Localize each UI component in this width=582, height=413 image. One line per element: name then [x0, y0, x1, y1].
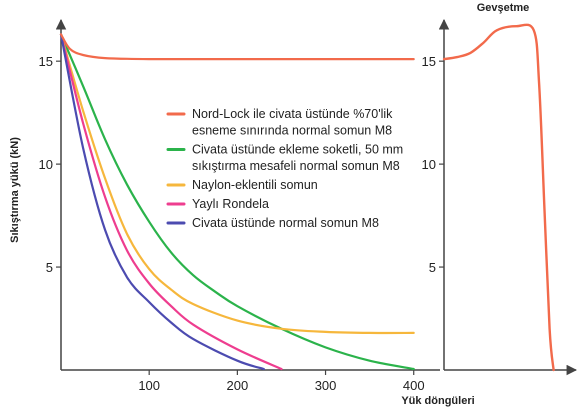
legend-label: Civata üstünde normal somun M8 [192, 216, 379, 230]
y-tick-label: 5 [46, 260, 53, 275]
legend-label: Naylon-eklentili somun [192, 178, 318, 192]
x-tick-label: 100 [138, 378, 160, 393]
x-tick-label: 300 [315, 378, 337, 393]
series-line-4 [59, 33, 283, 371]
series-line-5 [59, 33, 265, 371]
legend: Nord-Lock ile civata üstünde %70'lik esne… [166, 107, 403, 230]
y-tick-label: 10 [39, 157, 53, 172]
series-line-1 [59, 33, 415, 61]
loosening-chart-title: Gevşetme [477, 2, 530, 14]
main-axes [55, 18, 440, 371]
series-line-3 [59, 33, 415, 335]
x-axis-title: Yük döngüleri [401, 395, 474, 407]
main-series [59, 33, 415, 371]
loosening-axes [438, 18, 578, 376]
y-axis-title: Sıkıştırma yükü (kN) [9, 137, 21, 243]
loosening-series-line [442, 23, 555, 372]
x-tick-label: 400 [403, 378, 425, 393]
x-tick-label: 200 [227, 378, 249, 393]
legend-label: sıkıştırma mesafeli normal somun M8 [192, 159, 400, 173]
legend-label: Civata üstünde ekleme soketli, 50 mm [192, 143, 403, 157]
legend-label: Yaylı Rondela [192, 197, 269, 211]
legend-label: esneme sınırında normal somun M8 [192, 124, 392, 138]
loosening-ticks: 5 10 15 [422, 54, 444, 275]
y-tick-label: 15 [39, 54, 53, 69]
main-ticks: 100 200 300 400 5 10 15 [39, 54, 425, 393]
legend-label: Nord-Lock ile civata üstünde %70'lik [192, 107, 393, 121]
loosening-y-tick-label: 5 [429, 260, 436, 275]
loosening-series [442, 23, 555, 372]
loosening-y-tick-label: 10 [422, 157, 436, 172]
series-line-2 [59, 33, 415, 371]
loosening-y-tick-label: 15 [422, 54, 436, 69]
